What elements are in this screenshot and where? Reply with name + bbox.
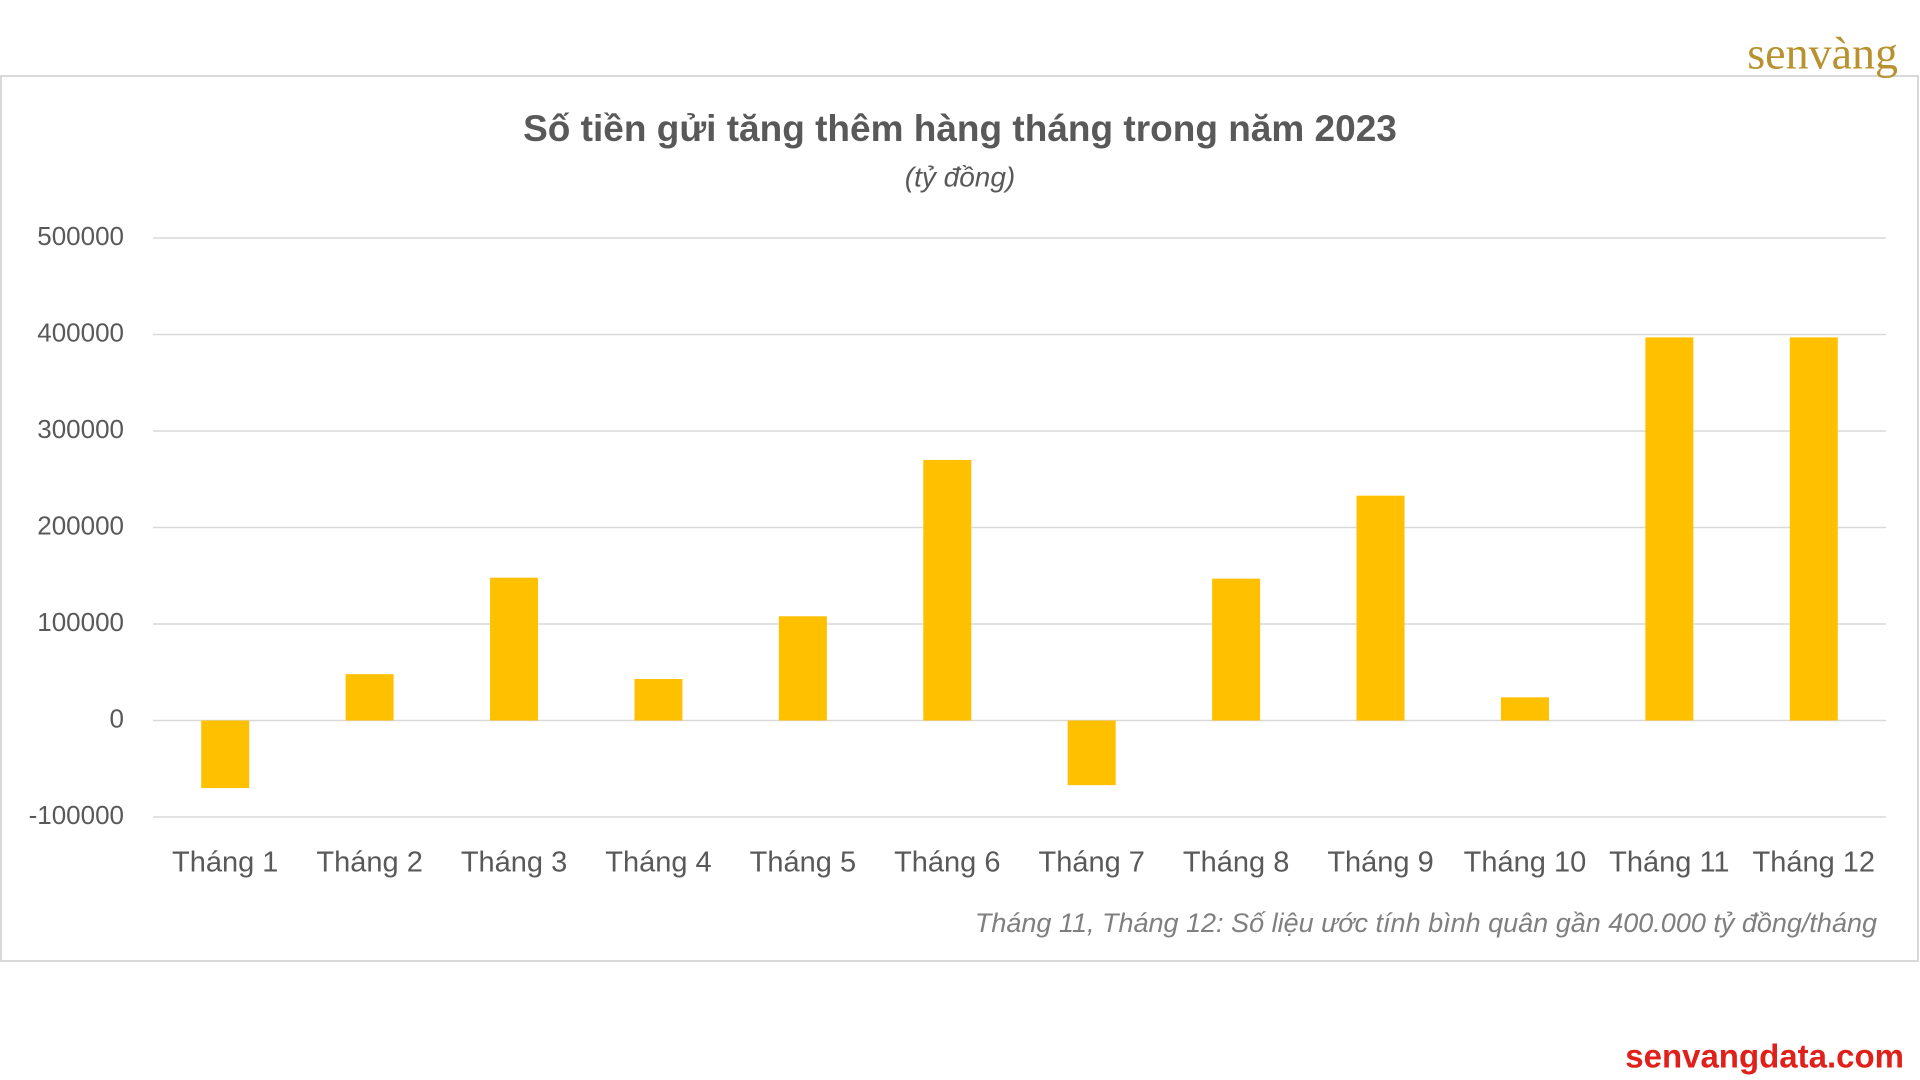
bar — [345, 674, 394, 721]
y-tick-label: 300000 — [37, 414, 124, 444]
bar — [1645, 337, 1694, 721]
annotation: Tháng 11, Tháng 12: Số liệu ước tính bìn… — [975, 908, 1877, 938]
bar — [1789, 337, 1838, 721]
x-tick-label: Tháng 2 — [316, 847, 422, 879]
chart-subtitle: (tỷ đồng) — [905, 161, 1016, 192]
chart-title: Số tiền gửi tăng thêm hàng tháng trong n… — [523, 108, 1397, 149]
y-tick-label: 0 — [110, 703, 124, 733]
bar — [490, 577, 539, 721]
x-tick-label: Tháng 12 — [1753, 847, 1876, 879]
chart-frame — [0, 75, 1919, 962]
x-tick-label: Tháng 9 — [1327, 847, 1433, 879]
x-tick-label: Tháng 6 — [894, 847, 1000, 879]
bar — [201, 720, 250, 789]
y-tick-label: 400000 — [37, 317, 124, 347]
x-tick-label: Tháng 8 — [1183, 847, 1289, 879]
y-tick-label: 100000 — [37, 607, 124, 637]
x-tick-label: Tháng 5 — [750, 847, 856, 879]
x-tick-label: Tháng 11 — [1609, 847, 1729, 879]
logo: senvàng — [1747, 28, 1898, 79]
x-tick-label: Tháng 1 — [172, 847, 278, 879]
bar — [1212, 578, 1261, 721]
bar — [1356, 495, 1405, 721]
y-tick-label: 500000 — [37, 221, 124, 251]
bar — [923, 459, 972, 721]
website: senvangdata.com — [1625, 1038, 1904, 1075]
x-tick-label: Tháng 7 — [1038, 847, 1144, 879]
y-tick-label: 200000 — [37, 510, 124, 540]
x-tick-label: Tháng 3 — [461, 847, 567, 879]
x-tick-label: Tháng 10 — [1464, 847, 1587, 879]
bar — [778, 616, 827, 721]
y-tick-label: -100000 — [29, 800, 124, 830]
bar — [1067, 720, 1116, 786]
bar — [1500, 697, 1549, 721]
x-tick-label: Tháng 4 — [605, 847, 711, 879]
bar — [634, 679, 683, 721]
